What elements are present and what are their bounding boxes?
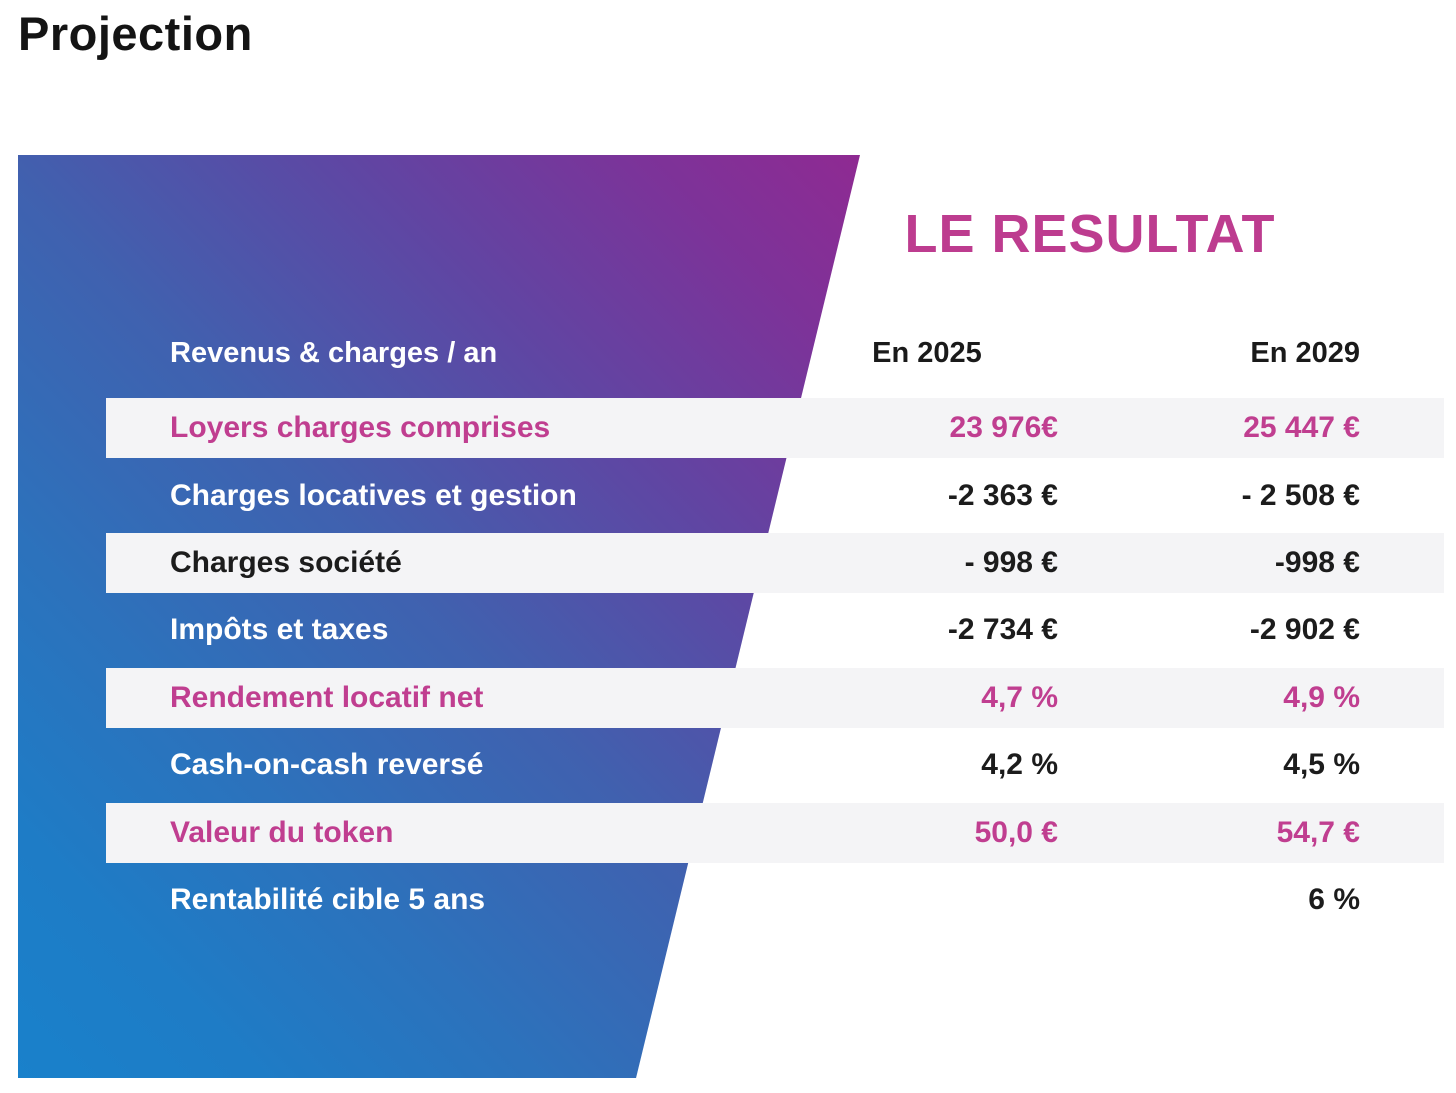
row-value-2025: - 998 € <box>964 546 1058 579</box>
row-value-2029: 54,7 € <box>1276 816 1360 849</box>
row-stripe <box>106 398 1444 458</box>
row-value-2025 <box>820 870 1058 930</box>
result-headline: LE RESULTAT <box>904 204 1276 264</box>
row-label: Loyers charges comprises <box>170 411 551 444</box>
row-value-2025: 23 976€ <box>949 411 1058 444</box>
row-value-2025: -2 363 € <box>947 479 1058 512</box>
row-stripe <box>106 668 1444 728</box>
table-row: Impôts et taxes -2 734 € -2 902 € <box>0 600 1456 660</box>
row-label: Charges société <box>170 546 402 579</box>
row-label: Impôts et taxes <box>170 613 389 646</box>
table-row: Rendement locatif net 4,7 % 4,9 % <box>0 668 1456 728</box>
table-row: Charges société - 998 € -998 € <box>0 533 1456 593</box>
table-row: Rentabilité cible 5 ans 6 % <box>0 870 1456 930</box>
table-header-row: Revenus & charges / an En 2025 En 2029 <box>0 323 1456 383</box>
row-value-2029: 4,5 % <box>1283 748 1360 781</box>
row-value-2029: -998 € <box>1274 546 1360 579</box>
row-label: Valeur du token <box>170 816 394 849</box>
row-label: Rentabilité cible 5 ans <box>170 883 486 916</box>
row-label: Rendement locatif net <box>170 681 484 714</box>
row-stripe <box>106 533 1444 593</box>
row-value-2025: 4,7 % <box>981 681 1058 714</box>
table-row: Cash-on-cash reversé 4,2 % 4,5 % <box>0 735 1456 795</box>
row-value-2025: -2 734 € <box>947 613 1058 646</box>
table-row: Charges locatives et gestion -2 363 € - … <box>0 466 1456 526</box>
row-value-2025: 4,2 % <box>981 748 1058 781</box>
table-row: Loyers charges comprises 23 976€ 25 447 … <box>0 398 1456 458</box>
column-header-2025: En 2025 <box>872 336 982 369</box>
row-value-2029: -2 902 € <box>1249 613 1360 646</box>
table-header-label: Revenus & charges / an <box>170 336 498 369</box>
page-title: Projection <box>18 7 253 60</box>
row-value-2029: 6 % <box>1308 883 1360 916</box>
row-value-2025: 50,0 € <box>974 816 1058 849</box>
row-value-2029: - 2 508 € <box>1241 479 1360 512</box>
row-label: Cash-on-cash reversé <box>170 748 484 781</box>
table-row: Valeur du token 50,0 € 54,7 € <box>0 803 1456 863</box>
row-value-2029: 25 447 € <box>1243 411 1360 444</box>
column-header-2029: En 2029 <box>1250 336 1360 369</box>
row-stripe <box>106 803 1444 863</box>
row-label: Charges locatives et gestion <box>170 479 577 512</box>
row-value-2029: 4,9 % <box>1283 681 1360 714</box>
